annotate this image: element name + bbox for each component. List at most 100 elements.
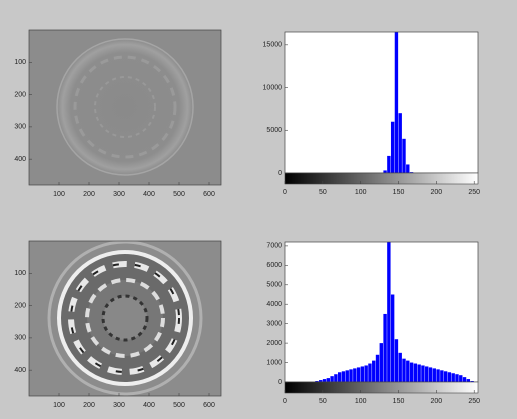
y-tick-label: 0 — [278, 379, 282, 386]
x-tick-label: 500 — [173, 191, 185, 198]
x-tick-label: 200 — [431, 398, 443, 405]
bar — [398, 352, 402, 382]
bar — [409, 172, 414, 173]
x-tick-label: 250 — [468, 189, 480, 196]
bar — [406, 360, 410, 382]
y-tick-label: 4000 — [266, 301, 282, 308]
x-tick-label: 400 — [143, 402, 155, 409]
bar — [322, 379, 327, 382]
x-tick-label: 100 — [53, 402, 65, 409]
y-tick-label: 300 — [14, 335, 26, 342]
bar — [443, 371, 448, 382]
y-tick-label: 100 — [14, 59, 26, 66]
bar — [315, 381, 319, 382]
gray-bar — [284, 172, 479, 185]
plot-area — [285, 32, 478, 173]
bar — [375, 354, 380, 382]
y-tick-label: 400 — [14, 367, 26, 374]
bar — [432, 368, 436, 382]
bar — [440, 370, 444, 382]
y-tick-label: 3000 — [266, 321, 282, 328]
y-tick-label: 7000 — [266, 243, 282, 250]
x-tick-label: 200 — [431, 189, 443, 196]
x-tick-label: 100 — [355, 398, 367, 405]
bar — [447, 372, 452, 382]
axes-frame — [28, 240, 222, 397]
y-tick-label: 0 — [278, 170, 282, 177]
x-tick-label: 0 — [283, 398, 287, 405]
bar — [387, 155, 391, 173]
bar — [387, 242, 391, 382]
x-tick-label: 0 — [283, 189, 287, 196]
x-tick-label: 300 — [113, 402, 125, 409]
bar — [390, 121, 395, 173]
bar — [436, 369, 440, 382]
x-tick-label: 200 — [83, 402, 95, 409]
x-tick-label: 600 — [203, 402, 215, 409]
y-tick-label: 300 — [14, 124, 26, 131]
y-tick-label: 10000 — [263, 84, 283, 91]
bar — [360, 366, 365, 382]
bar — [319, 380, 323, 382]
bar — [334, 374, 338, 382]
bar — [398, 113, 402, 173]
bar — [394, 339, 399, 382]
bar — [428, 367, 433, 382]
bar — [383, 313, 387, 382]
x-tick-label: 300 — [113, 191, 125, 198]
y-tick-label: 100 — [14, 270, 26, 277]
x-tick-label: 500 — [173, 402, 185, 409]
bar — [394, 32, 399, 173]
y-tick-label: 200 — [14, 91, 26, 98]
bar — [356, 367, 361, 382]
bar — [368, 363, 372, 382]
image-top — [29, 30, 221, 185]
bar — [379, 343, 383, 382]
axes-frame — [28, 29, 222, 186]
bar — [402, 358, 406, 382]
gray-bar — [284, 381, 479, 394]
bar — [409, 362, 414, 382]
x-tick-label: 400 — [143, 191, 155, 198]
bar — [364, 365, 368, 382]
bar — [341, 371, 346, 382]
image-bottom — [29, 240, 221, 396]
x-tick-label: 150 — [393, 398, 405, 405]
bar — [406, 164, 410, 173]
x-tick-label: 250 — [468, 398, 480, 405]
bar — [402, 138, 406, 173]
bar — [417, 364, 421, 382]
bar — [349, 369, 353, 382]
x-tick-label: 150 — [393, 189, 405, 196]
y-tick-label: 5000 — [266, 127, 282, 134]
x-tick-label: 50 — [319, 398, 327, 405]
y-tick-label: 200 — [14, 302, 26, 309]
bar — [353, 368, 357, 382]
bar — [413, 363, 418, 382]
bar — [337, 372, 342, 382]
bar — [425, 366, 429, 382]
bar — [372, 360, 376, 382]
bar — [455, 374, 459, 382]
y-tick-label: 1000 — [266, 359, 282, 366]
bar — [345, 370, 349, 382]
bar — [459, 375, 463, 382]
y-tick-label: 400 — [14, 156, 26, 163]
y-tick-label: 2000 — [266, 340, 282, 347]
bar — [462, 377, 467, 382]
bar — [390, 294, 395, 382]
x-tick-label: 50 — [319, 189, 327, 196]
x-tick-label: 100 — [355, 189, 367, 196]
x-tick-label: 100 — [53, 191, 65, 198]
bar — [421, 365, 425, 382]
x-tick-label: 200 — [83, 191, 95, 198]
bar — [451, 373, 455, 382]
x-tick-label: 600 — [203, 191, 215, 198]
bar — [470, 381, 474, 382]
bar — [326, 378, 331, 382]
y-tick-label: 5000 — [266, 282, 282, 289]
y-tick-label: 6000 — [266, 262, 282, 269]
bar — [330, 376, 334, 382]
y-tick-label: 15000 — [263, 42, 283, 49]
